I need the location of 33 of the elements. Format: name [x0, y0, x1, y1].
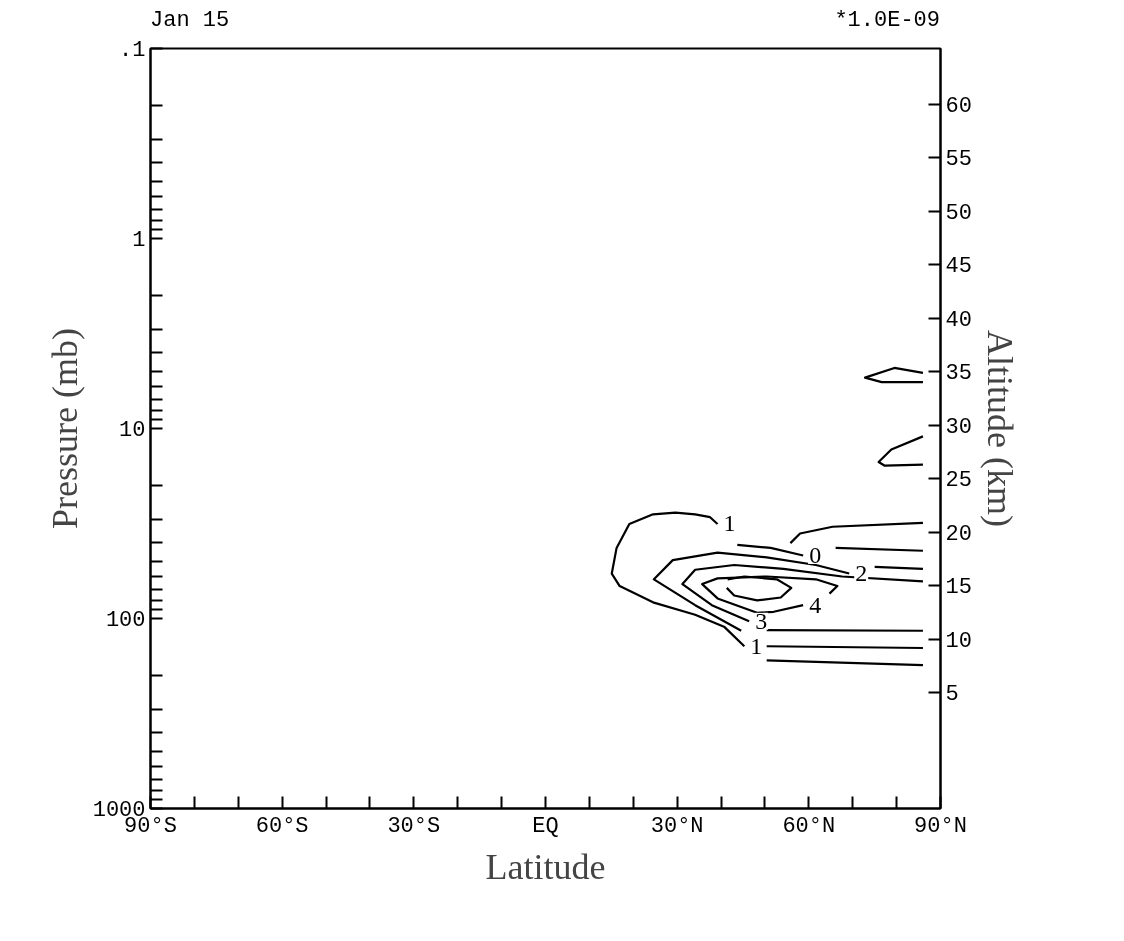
x-tick-label: 90°N	[914, 813, 967, 839]
x-tick-label: 60°N	[782, 813, 836, 839]
x-axis-title: Latitude	[485, 846, 606, 887]
y-axis-title: Pressure (mb)	[44, 328, 85, 529]
chart-title: Jan 15	[150, 7, 230, 35]
y2-tick-label: 60	[945, 93, 972, 119]
x-tick-label: EQ	[532, 813, 559, 839]
y-tick-label: .1	[119, 38, 146, 63]
y2-tick-label: 55	[945, 147, 972, 173]
annotation: 0	[809, 541, 822, 568]
y2-tick-label: 45	[945, 254, 972, 280]
y2-tick-label: 15	[945, 575, 972, 601]
text: *1.0E-09	[834, 7, 940, 35]
annotation: 4	[809, 591, 822, 618]
y2-tick-label: 5	[945, 682, 959, 708]
y2-tick-label: 20	[945, 521, 972, 547]
annotation: 3	[755, 607, 768, 634]
y2-axis-title: Altitude (km)	[979, 330, 1020, 527]
annotation: 2	[855, 560, 868, 587]
y-tick-label: 10	[119, 418, 146, 443]
x-tick-label: 30°N	[650, 813, 704, 839]
y2-tick-label: 30	[945, 414, 972, 440]
x-tick-label: 60°S	[255, 813, 309, 839]
x-tick-label: 30°S	[387, 813, 441, 839]
y2-tick-label: 25	[945, 468, 972, 494]
y2-tick-label: 50	[945, 200, 972, 226]
annotation: 1	[723, 510, 736, 537]
y2-tick-label: 35	[945, 361, 972, 387]
y-tick-label: 100	[105, 608, 146, 633]
annotation: 1	[750, 632, 763, 659]
y2-tick-label: 40	[945, 307, 972, 333]
y-tick-label: 1	[132, 228, 146, 253]
y2-tick-label: 10	[945, 628, 972, 654]
